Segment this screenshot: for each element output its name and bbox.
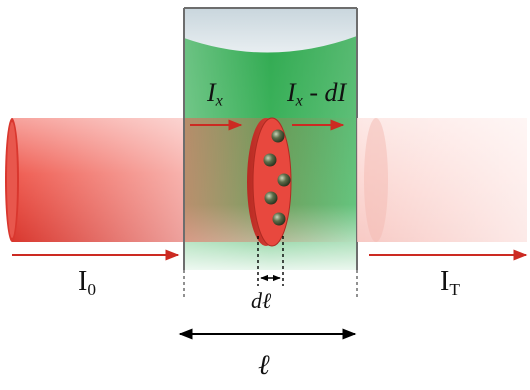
particle-icon [271,129,285,143]
transmitted-beam [357,118,527,242]
incident-beam [5,118,190,242]
meniscus [184,8,357,53]
particle-icon [263,153,277,167]
particle-icon [272,212,286,226]
label-i0: I0 [78,266,97,299]
dl-bracket [257,236,284,286]
particle-icon [277,173,291,187]
label-path-length: ℓ [258,350,270,381]
particle-icon [264,191,278,205]
label-ix-minus-di: Ix - dI [287,78,347,110]
absorber-particles [263,129,291,226]
label-ix: Ix [207,78,223,110]
label-it: IT [440,266,460,299]
label-dl: dℓ [251,288,272,313]
